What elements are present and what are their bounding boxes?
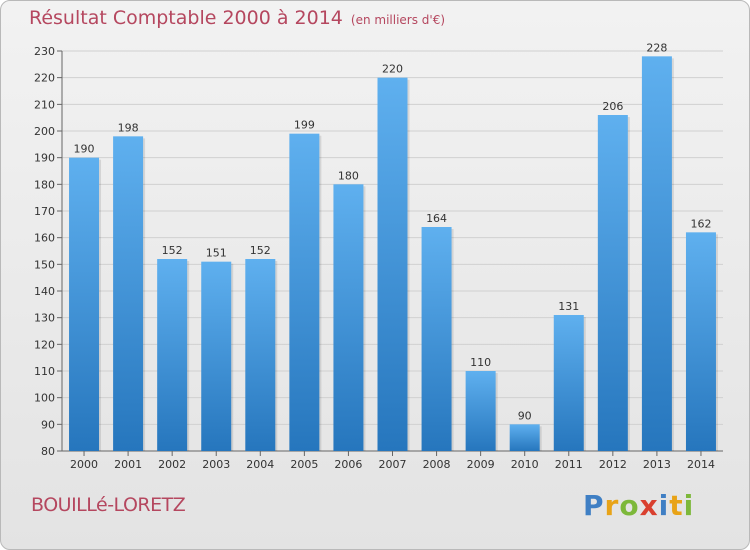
commune-name: BOUILLé-LORETZ (31, 494, 186, 516)
data-label: 90 (518, 409, 532, 422)
x-tick-label: 2004 (246, 458, 274, 471)
data-label: 110 (470, 356, 491, 369)
bar (465, 371, 496, 451)
bar (641, 56, 672, 451)
bar (597, 115, 628, 451)
chart-title-text: Résultat Comptable 2000 à 2014 (29, 7, 343, 29)
axes: 80 90 100 110 120 130 140 150 160 170 180 190 200 210… (34, 45, 723, 471)
y-tick-label: 230 (34, 45, 55, 58)
y-tick-label: 110 (34, 365, 55, 378)
data-label: 199 (294, 119, 315, 132)
y-tick-label: 160 (34, 232, 55, 245)
x-tick-label: 2011 (555, 458, 583, 471)
proxiti-logo[interactable]: Proxiti (583, 489, 694, 522)
logo-letter: x (639, 489, 659, 522)
y-tick-label: 190 (34, 152, 55, 165)
bar (201, 261, 232, 451)
data-label: 180 (338, 169, 359, 182)
chart-subtitle: (en milliers d'€) (350, 13, 446, 27)
bar (377, 77, 408, 452)
y-tick-label: 80 (41, 445, 55, 458)
data-label: 151 (206, 247, 227, 260)
chart-title: Résultat Comptable 2000 à 2014 (en millie… (29, 7, 445, 29)
data-label: 152 (162, 244, 183, 257)
logo-letter: r (604, 489, 620, 522)
data-label: 162 (690, 217, 711, 230)
x-tick-label: 2007 (379, 458, 407, 471)
labels: 190 198 152 151 152 199 180 220 164 110 90 131 206 22… (74, 41, 712, 422)
y-tick-label: 140 (34, 285, 55, 298)
x-tick-label: 2006 (334, 458, 362, 471)
bar (113, 136, 144, 452)
bar (157, 259, 188, 451)
data-label: 152 (250, 244, 271, 257)
y-tick-label: 180 (34, 178, 55, 191)
data-label: 228 (646, 41, 667, 54)
x-tick-label: 2000 (70, 458, 98, 471)
x-tick-label: 2013 (643, 458, 671, 471)
x-tick-label: 2005 (290, 458, 318, 471)
x-tick-label: 2010 (511, 458, 539, 471)
logo-letter: t (669, 489, 684, 522)
bar (509, 424, 540, 451)
x-tick-label: 2001 (114, 458, 142, 471)
x-tick-label: 2012 (599, 458, 627, 471)
data-label: 220 (382, 63, 403, 76)
logo-letter: o (619, 489, 640, 522)
x-tick-label: 2002 (158, 458, 186, 471)
y-tick-label: 90 (41, 418, 55, 431)
data-label: 164 (426, 212, 447, 225)
logo-letter: i (658, 489, 670, 522)
x-tick-label: 2009 (467, 458, 495, 471)
bar (289, 133, 320, 451)
y-tick-label: 220 (34, 72, 55, 85)
x-tick-label: 2014 (687, 458, 715, 471)
data-label: 206 (602, 100, 623, 113)
data-label: 198 (118, 121, 139, 134)
y-tick-label: 100 (34, 392, 55, 405)
data-label: 190 (74, 143, 95, 156)
x-tick-label: 2003 (202, 458, 230, 471)
y-tick-label: 150 (34, 258, 55, 271)
y-tick-label: 170 (34, 205, 55, 218)
bar (69, 157, 100, 451)
logo-letter: i (683, 489, 695, 522)
bars (69, 56, 718, 452)
bar (685, 232, 716, 451)
bar (553, 315, 584, 451)
logo-letter: P (583, 489, 605, 522)
y-tick-label: 200 (34, 125, 55, 138)
y-tick-label: 210 (34, 98, 55, 111)
bar (333, 184, 364, 452)
y-tick-label: 130 (34, 312, 55, 325)
data-label: 131 (558, 300, 579, 313)
y-tick-label: 120 (34, 338, 55, 351)
bar (245, 259, 276, 451)
bar (421, 227, 452, 451)
x-tick-label: 2008 (423, 458, 451, 471)
